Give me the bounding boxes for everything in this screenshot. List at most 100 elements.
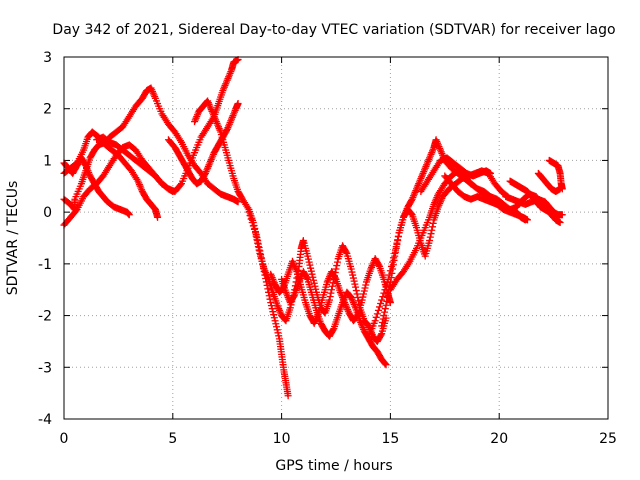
data-point: [380, 312, 388, 320]
y-tick-label: -4: [38, 412, 52, 428]
data-point: [361, 284, 369, 292]
data-point: [254, 243, 262, 251]
data-point: [391, 250, 399, 258]
data-point: [309, 273, 317, 281]
data-point: [333, 258, 341, 266]
data-point: [310, 276, 318, 284]
data-point: [290, 292, 298, 300]
data-point: [350, 277, 358, 285]
series-arc-13: [365, 167, 512, 340]
data-point: [549, 212, 557, 220]
series-arc-5: [93, 133, 177, 195]
series-arc-15: [441, 172, 529, 224]
data-point: [274, 329, 282, 337]
series-arc-12: [386, 167, 564, 294]
data-point: [550, 213, 558, 221]
data-point: [255, 246, 263, 254]
data-point: [383, 293, 391, 301]
data-point: [270, 311, 278, 319]
data-point: [333, 262, 341, 270]
data-point: [353, 290, 361, 298]
data-point: [427, 230, 435, 238]
data-point: [125, 211, 133, 219]
data-point: [429, 219, 437, 227]
data-point: [272, 320, 280, 328]
data-point: [390, 254, 398, 262]
x-tick-label: 25: [599, 431, 617, 447]
data-point: [311, 282, 319, 290]
data-point: [306, 261, 314, 269]
data-point: [253, 236, 261, 244]
data-point: [381, 305, 389, 313]
data-point: [176, 181, 184, 189]
data-point: [351, 280, 359, 288]
y-axis-label: SDTVAR / TECUs: [5, 181, 21, 296]
data-point: [269, 308, 277, 316]
data-point: [307, 264, 315, 272]
data-point: [428, 226, 436, 234]
x-tick-label: 10: [273, 431, 291, 447]
data-point: [273, 323, 281, 331]
data-point: [360, 290, 368, 298]
data-point: [379, 293, 387, 301]
data-point: [310, 279, 318, 287]
data-point: [342, 248, 350, 256]
y-tick-label: 3: [43, 50, 52, 66]
data-point: [381, 286, 389, 294]
data-point: [327, 289, 335, 297]
plot-frame: [63, 56, 609, 420]
data-point: [307, 267, 315, 275]
data-point: [407, 197, 415, 205]
data-point: [378, 322, 386, 330]
data-point: [359, 293, 367, 301]
series-arc-19: [545, 156, 566, 193]
series-arc-10: [278, 268, 390, 369]
data-point: [379, 315, 387, 323]
data-point: [382, 361, 390, 369]
data-point: [360, 287, 368, 295]
data-point: [394, 232, 402, 240]
data-point: [326, 293, 334, 301]
data-point: [380, 289, 388, 297]
data-point: [254, 239, 262, 247]
data-point: [377, 300, 385, 308]
data-point: [383, 279, 391, 287]
data-point: [556, 218, 564, 226]
data-point: [426, 237, 434, 245]
data-point: [325, 296, 333, 304]
data-point: [250, 225, 258, 233]
data-point: [271, 317, 279, 325]
data-point: [558, 185, 566, 193]
data-point: [386, 267, 394, 275]
series-arc-18: [534, 169, 564, 195]
data-point: [558, 211, 566, 219]
data-point: [352, 287, 360, 295]
data-point: [247, 215, 255, 223]
series-arc-17: [506, 177, 558, 221]
data-point: [305, 258, 313, 266]
data-point: [392, 243, 400, 251]
data-point: [381, 360, 389, 368]
y-tick-label: 0: [43, 205, 52, 221]
axis-ticks: [63, 56, 609, 420]
data-point: [384, 275, 392, 283]
data-point: [385, 271, 393, 279]
data-point: [382, 282, 390, 290]
series-arc-7: [191, 97, 292, 400]
data-point: [304, 255, 312, 263]
y-tick-label: -3: [38, 360, 52, 376]
grid: [64, 57, 608, 419]
data-point: [389, 258, 397, 266]
data-point: [426, 233, 434, 241]
data-point: [349, 271, 357, 279]
data-point: [331, 274, 339, 282]
data-point: [486, 169, 494, 177]
data-point: [387, 262, 395, 270]
x-tick-label: 20: [490, 431, 508, 447]
data-point: [348, 268, 356, 276]
data-point: [251, 229, 259, 237]
data-point: [270, 314, 278, 322]
x-tick-label: 15: [381, 431, 399, 447]
data-point: [347, 265, 355, 273]
data-point: [249, 222, 257, 230]
